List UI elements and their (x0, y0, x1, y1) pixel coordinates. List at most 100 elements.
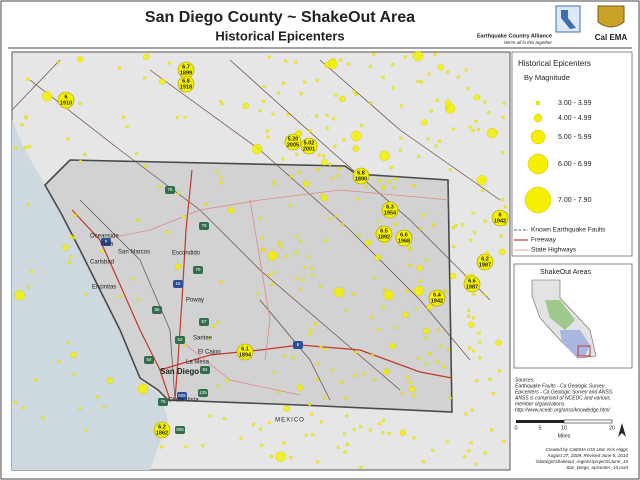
source-line: http://www.ncedc.org/anss/knowledge.html (515, 407, 610, 413)
epicenter-dot (83, 152, 87, 157)
epicenter-circle (375, 225, 393, 243)
epicenter-dot (13, 400, 18, 405)
epicenter-dot (56, 60, 60, 65)
epicenter-dot (157, 185, 162, 189)
epicenter-dot (398, 148, 402, 153)
epicenter-dot (334, 214, 338, 218)
epicenter-dot (502, 101, 507, 105)
epicenter-dot (387, 431, 391, 435)
legend-subtitle: By Magnitude (524, 73, 570, 82)
epicenter-dot (441, 365, 445, 369)
epicenter-dot (296, 384, 304, 391)
epicenter-dot (76, 56, 84, 63)
epicenter-dot (393, 176, 397, 181)
epicenter-dot (381, 305, 385, 310)
city-label: Escondido (172, 251, 201, 257)
epicenter-magnitude: 6.3 (386, 204, 394, 210)
state-highway (249, 199, 271, 361)
title: San Diego County ~ ShakeOut Area (145, 9, 415, 26)
epicenter-dot (340, 222, 344, 226)
epicenter-dot (272, 179, 277, 184)
epicenter-magnitude: 6.7 (182, 64, 190, 70)
epicenter-dot (298, 239, 303, 244)
epicenter-dot (480, 188, 485, 193)
epicenter-dot (424, 361, 429, 365)
epicenter-dot (219, 280, 223, 284)
epicenter-dot (427, 352, 432, 356)
city-label: San Diego (160, 367, 199, 376)
epicenter-dot (125, 124, 129, 129)
epicenter-dot (468, 321, 475, 328)
epicenter-dot (315, 78, 319, 83)
epicenter-dot (351, 130, 362, 142)
epicenter-dot (483, 219, 487, 223)
source-line: member organizations (515, 401, 565, 407)
epicenter-dot (284, 254, 288, 258)
epicenter-dot (23, 146, 28, 150)
epicenter-dot (26, 203, 31, 207)
epicenter-dot (427, 72, 431, 76)
epicenter-dot (159, 78, 166, 85)
city-label: Carlsbad (90, 260, 114, 266)
epicenter-dot (354, 92, 358, 97)
epicenter-dot (283, 405, 290, 412)
epicenter-dot (421, 213, 425, 217)
epicenter-dot (267, 250, 278, 261)
epicenter-year: 1942 (431, 298, 443, 304)
epicenter-dot (258, 108, 262, 113)
epicenter-dot (282, 441, 286, 445)
epicenter-dot (261, 99, 266, 103)
epicenter-dot (309, 412, 314, 416)
scale-bar: 0 5 10 20 Miles (514, 419, 615, 439)
epicenter-dot (78, 406, 82, 411)
epicenter-magnitude: 6.8 (182, 78, 190, 84)
epicenter-dot (339, 58, 343, 62)
legend-title: Historical Epicenters (518, 59, 591, 68)
epicenter-dot (322, 396, 327, 400)
epicenter-dot (474, 462, 478, 466)
epicenter-dot (444, 289, 448, 293)
epicenter-dot (219, 181, 223, 185)
epicenter-dot (276, 240, 281, 244)
epicenter-dot (289, 203, 293, 207)
source-line: ANSS is comprised of NCEDC and various (514, 395, 611, 401)
highway-shield (293, 341, 303, 349)
legend-label: 5.00 - 5.99 (558, 134, 592, 141)
epicenter-dot (358, 425, 363, 429)
epicenter-magnitude: 6.8 (357, 170, 365, 176)
credit-line: San_Diego_epicenter_10.mxd (566, 465, 628, 470)
epicenter-dot (359, 465, 363, 469)
highway-number: 76 (167, 187, 173, 192)
scale-bar-segment (563, 419, 613, 424)
epicenter-dot (482, 293, 486, 297)
epicenter-dot (450, 272, 457, 280)
epicenter-dot (495, 339, 502, 347)
epicenter-dot (424, 258, 429, 263)
epicenter-dot (499, 234, 503, 238)
epicenter-dot (206, 336, 211, 340)
epicenter-dot (364, 185, 368, 189)
epicenter-dot (276, 390, 281, 394)
epicenter-circle (300, 137, 318, 155)
city-label: La Mesa (186, 360, 210, 366)
epicenter-dot (78, 159, 83, 164)
fault (319, 59, 501, 201)
epicenter-dot (299, 91, 303, 96)
epicenter-dot (182, 343, 187, 347)
epicenter-dot (175, 115, 179, 120)
epicenter-magnitude: 6.1 (241, 346, 249, 352)
epicenter-dot (500, 197, 505, 202)
epicenter-dot (301, 278, 305, 282)
epicenter-dot (121, 115, 126, 120)
faults (11, 59, 501, 401)
city-label: San Marcos (118, 250, 150, 256)
epicenter-year: 2001 (303, 146, 315, 152)
epicenter-dot (72, 372, 76, 377)
epicenter-dot (402, 311, 409, 319)
calema-name: Cal EMA (595, 33, 628, 42)
epicenter-dot (474, 119, 478, 124)
epicenter-dot (251, 144, 263, 155)
epicenter-dot (289, 455, 293, 460)
epicenter-dot (262, 84, 266, 89)
